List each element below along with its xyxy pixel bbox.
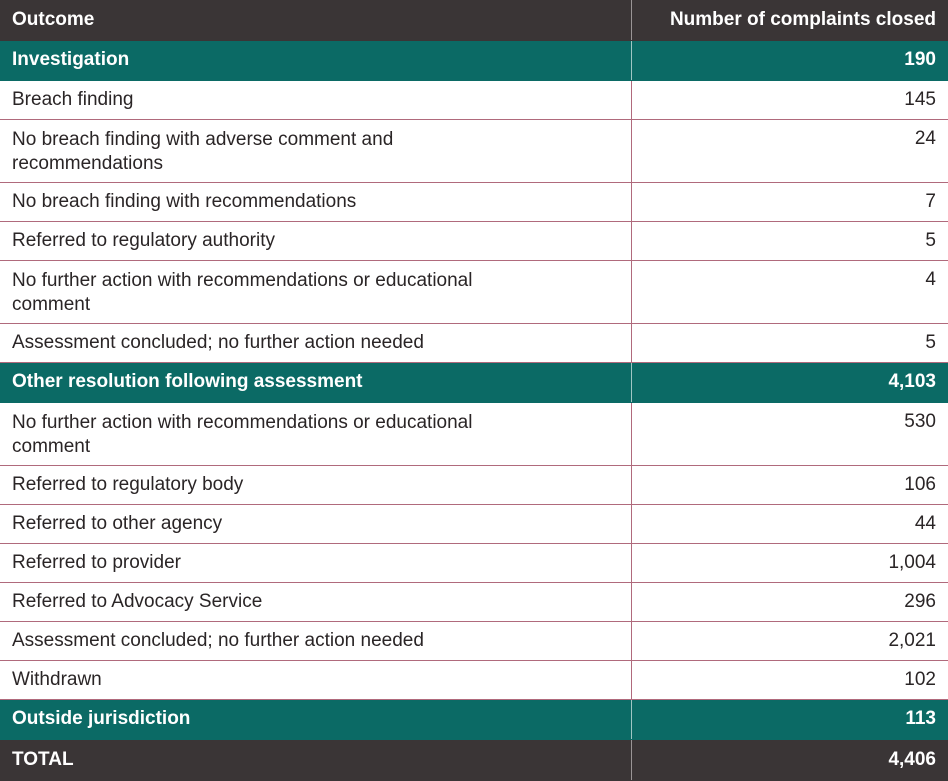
- outcome-cell: Referred to provider: [0, 543, 632, 583]
- count-cell: 106: [631, 465, 948, 505]
- count-cell: 24: [631, 119, 948, 183]
- table-row: Referred to regulatory body 106: [0, 465, 948, 505]
- outcome-cell: Referred to regulatory body: [0, 465, 632, 505]
- outcome-cell: No further action with recommendations o…: [0, 260, 632, 324]
- total-label: TOTAL: [0, 739, 632, 781]
- outcome-cell: Breach finding: [0, 80, 632, 120]
- count-cell: 5: [631, 323, 948, 363]
- outcome-cell: No breach finding with recommendations: [0, 182, 632, 222]
- outcome-cell: Assessment concluded; no further action …: [0, 323, 632, 363]
- header-count: Number of complaints closed: [631, 0, 948, 41]
- section-row: Investigation 190: [0, 40, 948, 81]
- outcome-cell: Other resolution following assessment: [0, 362, 632, 403]
- outcome-cell: Referred to Advocacy Service: [0, 582, 632, 622]
- count-cell: 5: [631, 221, 948, 261]
- section-row: Outside jurisdiction 113: [0, 699, 948, 740]
- count-cell: 44: [631, 504, 948, 544]
- count-cell: 4,103: [631, 362, 948, 403]
- table-row: Referred to Advocacy Service 296: [0, 582, 948, 622]
- table-row: No breach finding with recommendations 7: [0, 182, 948, 222]
- table-row: Referred to regulatory authority 5: [0, 221, 948, 261]
- count-cell: 530: [631, 402, 948, 466]
- count-cell: 4: [631, 260, 948, 324]
- section-row: Other resolution following assessment 4,1…: [0, 362, 948, 403]
- count-cell: 296: [631, 582, 948, 622]
- count-cell: 1,004: [631, 543, 948, 583]
- outcome-cell: Outside jurisdiction: [0, 699, 632, 740]
- table-row: Assessment concluded; no further action …: [0, 323, 948, 363]
- count-cell: 145: [631, 80, 948, 120]
- table-row: No breach finding with adverse comment a…: [0, 119, 948, 183]
- table-row: Withdrawn 102: [0, 660, 948, 700]
- table-row: No further action with recommendations o…: [0, 260, 948, 324]
- outcome-cell: Referred to regulatory authority: [0, 221, 632, 261]
- header-row: Outcome Number of complaints closed: [0, 0, 948, 41]
- table-row: Breach finding 145: [0, 80, 948, 120]
- count-cell: 190: [631, 40, 948, 81]
- count-cell: 2,021: [631, 621, 948, 661]
- table-row: Referred to other agency 44: [0, 504, 948, 544]
- table-row: No further action with recommendations o…: [0, 402, 948, 466]
- table-row: Assessment concluded; no further action …: [0, 621, 948, 661]
- count-cell: 102: [631, 660, 948, 700]
- table-row: Referred to provider 1,004: [0, 543, 948, 583]
- total-row: TOTAL 4,406: [0, 739, 948, 781]
- outcome-cell: Withdrawn: [0, 660, 632, 700]
- outcome-cell: Referred to other agency: [0, 504, 632, 544]
- count-cell: 113: [631, 699, 948, 740]
- total-value: 4,406: [631, 739, 948, 781]
- outcome-cell: No further action with recommendations o…: [0, 402, 632, 466]
- count-cell: 7: [631, 182, 948, 222]
- outcome-cell: Investigation: [0, 40, 632, 81]
- outcome-cell: Assessment concluded; no further action …: [0, 621, 632, 661]
- outcome-cell: No breach finding with adverse comment a…: [0, 119, 632, 183]
- header-outcome: Outcome: [0, 0, 632, 41]
